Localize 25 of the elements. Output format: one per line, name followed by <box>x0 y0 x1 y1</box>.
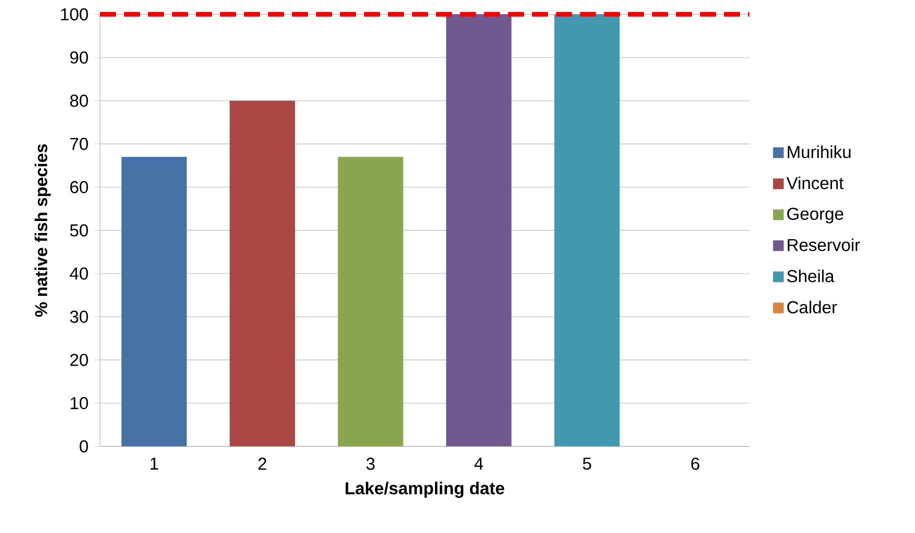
legend-label: Sheila <box>787 270 834 282</box>
y-tick-label: 20 <box>70 354 88 366</box>
x-tick-label: 3 <box>366 458 375 470</box>
y-tick-label: 90 <box>70 51 88 64</box>
y-tick-label: 80 <box>70 94 88 107</box>
y-tick-label: 40 <box>70 267 88 280</box>
legend-label: Calder <box>787 300 837 314</box>
y-tick-label: 0 <box>80 440 88 452</box>
y-tick-label: 30 <box>70 310 88 323</box>
y-axis-title: % native fish species <box>34 144 51 317</box>
x-tick-label: 1 <box>150 458 158 470</box>
x-tick-label: 5 <box>582 458 592 470</box>
legend-label: Reservoir <box>788 238 860 252</box>
legend-label: Vincent <box>786 176 844 190</box>
y-tick-label: 60 <box>70 181 88 194</box>
y-tick-label: 10 <box>70 397 88 410</box>
x-tick-label: 6 <box>691 458 700 470</box>
x-tick-label: 2 <box>258 458 266 470</box>
x-tick-label: 4 <box>474 458 484 470</box>
y-tick-label: 70 <box>70 138 88 150</box>
legend-label: Murihiku <box>788 145 850 158</box>
y-tick-label: 100 <box>61 8 88 20</box>
y-tick-label: 50 <box>70 224 88 236</box>
x-axis-title: Lake/sampling date <box>346 482 504 498</box>
legend-label: George <box>787 208 844 224</box>
